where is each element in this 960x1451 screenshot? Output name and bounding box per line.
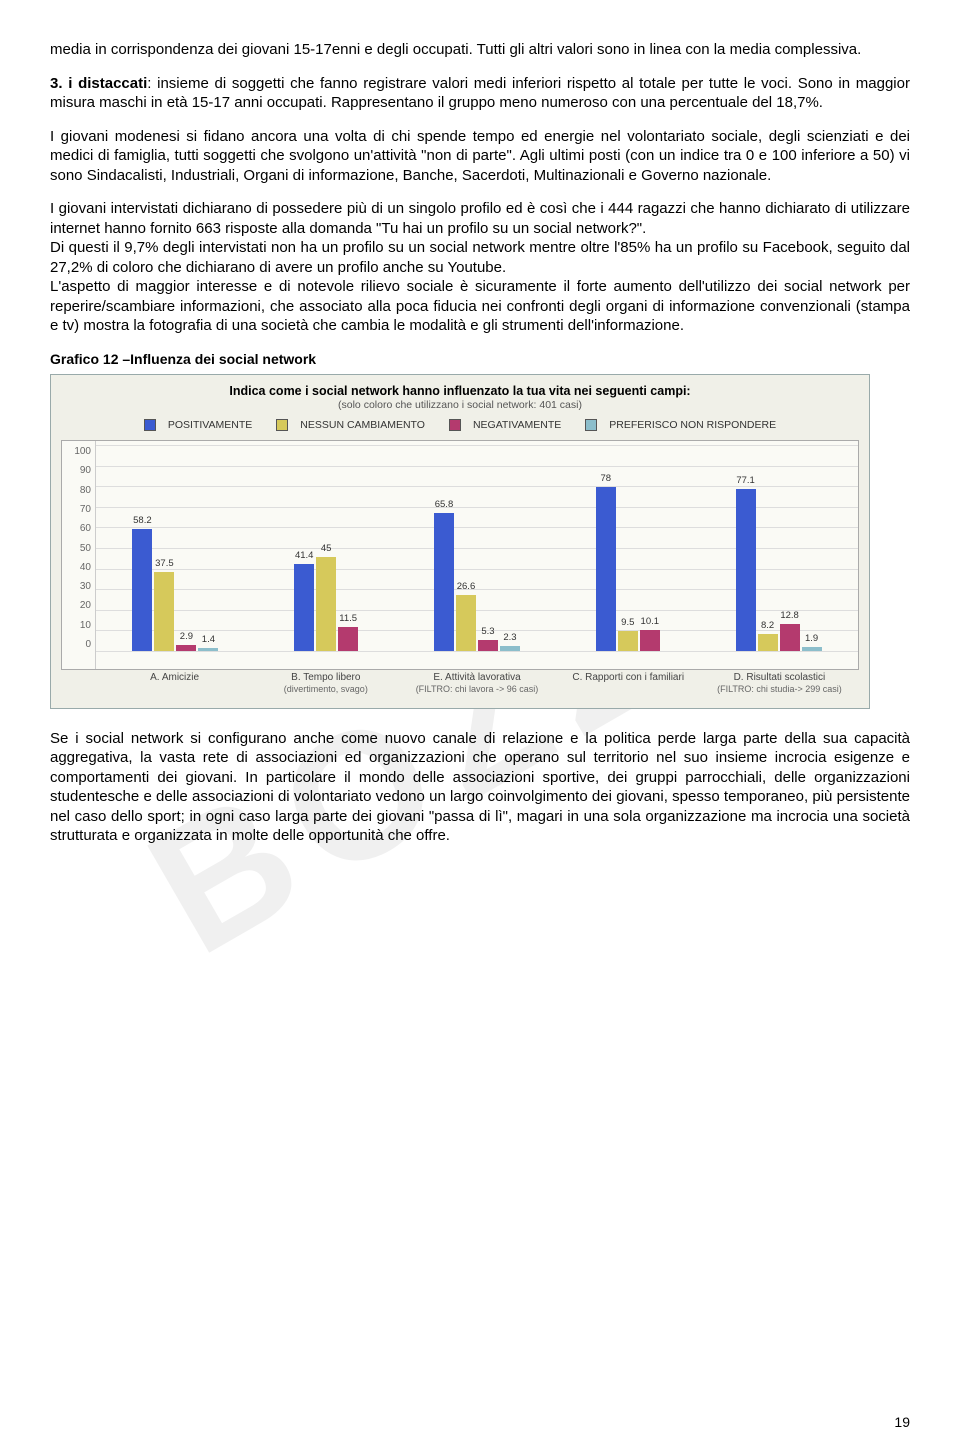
bar: 41.4 <box>294 564 314 651</box>
bar: 65.8 <box>434 513 454 651</box>
y-tick: 30 <box>80 580 91 593</box>
legend-label: NESSUN CAMBIAMENTO <box>300 419 425 433</box>
paragraph-3: I giovani modenesi si fidano ancora una … <box>50 127 910 186</box>
bar-label: 77.1 <box>736 475 755 487</box>
chart-caption: Grafico 12 –Influenza dei social network <box>50 350 910 368</box>
x-sublabel: (divertimento, svago) <box>250 684 401 694</box>
bar-label: 58.2 <box>133 515 152 527</box>
bar-label: 10.1 <box>641 616 660 628</box>
bar: 78 <box>596 487 616 651</box>
bar: 9.5 <box>618 631 638 651</box>
bar-label: 45 <box>321 543 332 555</box>
bar-label: 12.8 <box>780 610 799 622</box>
bar: 58.2 <box>132 529 152 651</box>
bar-group: 77.18.212.81.9 <box>703 441 854 651</box>
bar-label: 65.8 <box>435 499 454 511</box>
bar: 26.6 <box>456 595 476 651</box>
x-tick: B. Tempo libero(divertimento, svago) <box>250 672 401 694</box>
paragraph-4: I giovani intervistati dichiarano di pos… <box>50 199 910 238</box>
y-tick: 70 <box>80 503 91 516</box>
legend-item: NESSUN CAMBIAMENTO <box>270 419 431 433</box>
bar: 12.8 <box>780 624 800 651</box>
paragraph-1: media in corrispondenza dei giovani 15-1… <box>50 40 910 60</box>
chart-title: Indica come i social network hanno influ… <box>61 383 859 399</box>
bar-label: 26.6 <box>457 581 476 593</box>
bar: 11.5 <box>338 627 358 651</box>
paragraph-6: L'aspetto di maggior interesse e di note… <box>50 277 910 336</box>
paragraph-7: Se i social network si configurano anche… <box>50 729 910 846</box>
bar-label: 2.3 <box>503 632 516 644</box>
y-tick: 50 <box>80 542 91 555</box>
legend-swatch <box>144 419 156 431</box>
bar-label: 37.5 <box>155 558 174 570</box>
bar: 8.2 <box>758 634 778 651</box>
bar: 2.9 <box>176 645 196 651</box>
legend-label: NEGATIVAMENTE <box>473 419 561 433</box>
bar: 10.1 <box>640 630 660 651</box>
legend-item: PREFERISCO NON RISPONDERE <box>579 419 782 433</box>
y-tick: 100 <box>74 445 91 458</box>
chart-legend: POSITIVAMENTE NESSUN CAMBIAMENTO NEGATIVAM… <box>61 419 859 436</box>
bar-label: 1.4 <box>202 634 215 646</box>
bar: 1.9 <box>802 647 822 651</box>
plot-area: 58.237.52.91.441.44511.565.826.65.32.378… <box>96 441 858 669</box>
legend-label: PREFERISCO NON RISPONDERE <box>609 419 776 433</box>
bar: 77.1 <box>736 489 756 651</box>
x-axis: A. AmicizieB. Tempo libero(divertimento,… <box>95 670 859 694</box>
bar-label: 78 <box>600 473 611 485</box>
bar-group: 789.510.1 <box>552 441 703 651</box>
para2-lead: 3. i distaccati <box>50 75 147 92</box>
bar: 45 <box>316 557 336 652</box>
bar-label: 1.9 <box>805 633 818 645</box>
x-label: A. Amicizie <box>99 672 250 684</box>
y-tick: 20 <box>80 599 91 612</box>
x-sublabel: (FILTRO: chi lavora -> 96 casi) <box>401 684 552 694</box>
legend-swatch <box>449 419 461 431</box>
page-content: media in corrispondenza dei giovani 15-1… <box>50 40 910 846</box>
bar-label: 11.5 <box>339 613 357 625</box>
bar-label: 8.2 <box>761 620 774 632</box>
bar-label: 5.3 <box>481 626 494 638</box>
y-tick: 40 <box>80 561 91 574</box>
bar: 2.3 <box>500 646 520 651</box>
y-tick: 60 <box>80 522 91 535</box>
x-tick: A. Amicizie <box>99 672 250 694</box>
bar: 1.4 <box>198 648 218 651</box>
page-number: 19 <box>894 1413 910 1431</box>
chart-container: Indica come i social network hanno influ… <box>50 374 870 709</box>
x-sublabel: (FILTRO: chi studia-> 299 casi) <box>704 684 855 694</box>
bar-label: 9.5 <box>621 617 634 629</box>
y-tick: 10 <box>80 619 91 632</box>
paragraph-5: Di questi il 9,7% degli intervistati non… <box>50 238 910 277</box>
x-label: D. Risultati scolastici <box>704 672 855 684</box>
x-label: E. Attività lavorativa <box>401 672 552 684</box>
chart-plot: 1009080706050403020100 58.237.52.91.441.… <box>61 440 859 670</box>
legend-swatch <box>276 419 288 431</box>
bar-group: 65.826.65.32.3 <box>402 441 553 651</box>
y-axis: 1009080706050403020100 <box>62 441 96 669</box>
y-tick: 90 <box>80 464 91 477</box>
legend-item: NEGATIVAMENTE <box>443 419 567 433</box>
y-tick: 80 <box>80 484 91 497</box>
chart-subtitle: (solo coloro che utilizzano i social net… <box>61 399 859 413</box>
bar: 5.3 <box>478 640 498 651</box>
bar-group: 58.237.52.91.4 <box>100 441 251 651</box>
x-label: B. Tempo libero <box>250 672 401 684</box>
x-label: C. Rapporti con i familiari <box>553 672 704 684</box>
x-tick: E. Attività lavorativa(FILTRO: chi lavor… <box>401 672 552 694</box>
y-tick: 0 <box>85 638 91 651</box>
para2-rest: : insieme di soggetti che fanno registra… <box>50 75 910 112</box>
bar: 37.5 <box>154 572 174 651</box>
paragraph-2: 3. i distaccati: insieme di soggetti che… <box>50 74 910 113</box>
legend-label: POSITIVAMENTE <box>168 419 252 433</box>
x-tick: C. Rapporti con i familiari <box>553 672 704 694</box>
x-tick: D. Risultati scolastici(FILTRO: chi stud… <box>704 672 855 694</box>
bar-group: 41.44511.5 <box>251 441 402 651</box>
bar-label: 41.4 <box>295 550 314 562</box>
bar-label: 2.9 <box>180 631 193 643</box>
legend-item: POSITIVAMENTE <box>138 419 258 433</box>
legend-swatch <box>585 419 597 431</box>
